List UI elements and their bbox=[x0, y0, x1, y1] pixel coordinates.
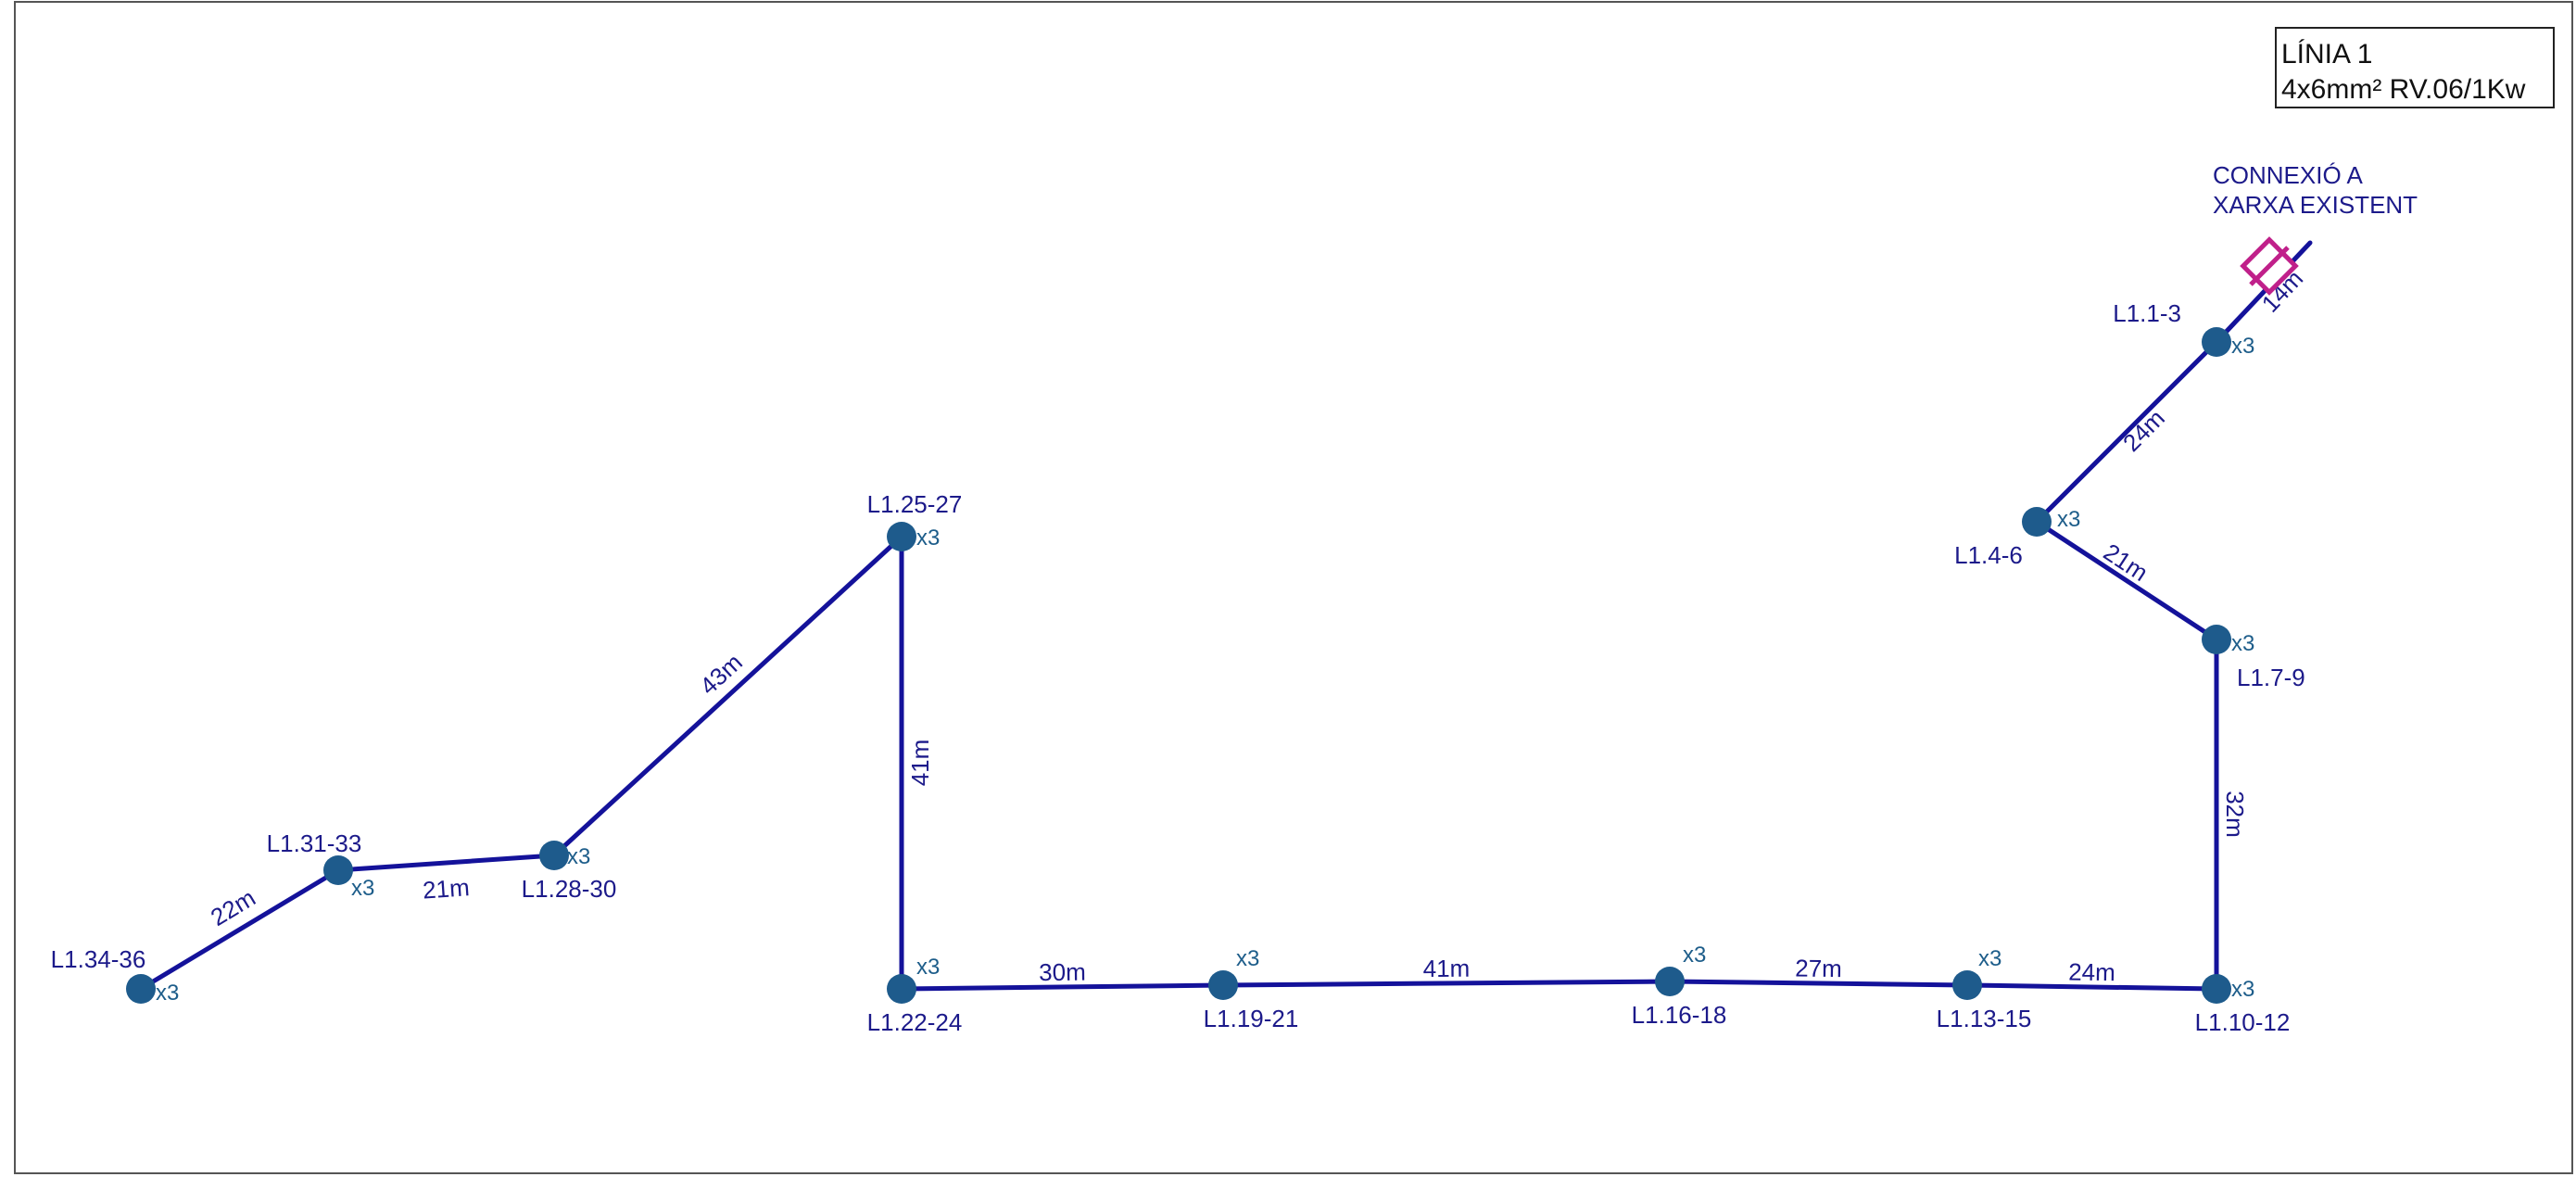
node-multiplier: x3 bbox=[567, 844, 590, 869]
segment-length-label: 32m bbox=[2221, 791, 2249, 838]
cable-segment bbox=[899, 982, 1226, 992]
luminaire-node bbox=[1655, 967, 1685, 996]
nodes-layer: L1.1-3 x3 L1.4-6 x3 L1.7-9 x3 L1.10-12 x3 L1.13-… bbox=[51, 299, 2305, 1036]
drawing-frame bbox=[14, 1, 2573, 1174]
node-label: L1.7-9 bbox=[2237, 664, 2305, 691]
luminaire-node bbox=[1208, 970, 1238, 1000]
node-multiplier: x3 bbox=[1683, 943, 1706, 968]
cable-segment bbox=[335, 853, 557, 873]
luminaire-node bbox=[1952, 970, 1982, 1000]
luminaire-node bbox=[126, 974, 156, 1004]
connection-label: CONNEXIÓ A XARXA EXISTENT bbox=[2213, 161, 2418, 219]
node-multiplier: x3 bbox=[2057, 507, 2080, 532]
luminaire-node bbox=[2202, 625, 2231, 654]
node-label: L1.16-18 bbox=[1632, 1001, 1727, 1029]
luminaire-node bbox=[887, 522, 916, 551]
cable-segment bbox=[2034, 519, 2219, 642]
node-label: L1.31-33 bbox=[267, 829, 362, 857]
node-label: L1.25-27 bbox=[867, 490, 963, 518]
segment-length-label: 43m bbox=[694, 648, 748, 700]
cable-segment bbox=[2214, 240, 2313, 345]
node-label: L1.19-21 bbox=[1204, 1005, 1299, 1032]
node-multiplier: x3 bbox=[2231, 334, 2254, 359]
legend-border bbox=[2275, 27, 2555, 108]
segment-length-label: 41m bbox=[1423, 955, 1471, 982]
segment-length-label: 24m bbox=[2068, 958, 2115, 987]
luminaire-node bbox=[2202, 327, 2231, 357]
connection-label-line1: CONNEXIÓ A bbox=[2213, 161, 2363, 189]
node-multiplier: x3 bbox=[156, 981, 179, 1006]
luminaire-node bbox=[539, 841, 569, 870]
node-multiplier: x3 bbox=[916, 525, 940, 551]
connection-label-line2: XARXA EXISTENT bbox=[2213, 191, 2418, 219]
legend-cable-spec: 4x6mm² RV.06/1Kw bbox=[2281, 74, 2526, 105]
cable-segment bbox=[2034, 339, 2219, 525]
luminaire-node bbox=[887, 974, 916, 1004]
legend-box: LÍNIA 1 4x6mm² RV.06/1Kw bbox=[2275, 27, 2555, 108]
node-label: L1.13-15 bbox=[1937, 1005, 2032, 1032]
segment-length-label: 30m bbox=[1039, 958, 1086, 987]
legend-title: LÍNIA 1 bbox=[2281, 39, 2372, 70]
node-label: L1.1-3 bbox=[2113, 299, 2181, 327]
node-label: L1.28-30 bbox=[522, 875, 617, 903]
node-multiplier: x3 bbox=[2231, 631, 2254, 656]
cable-segment bbox=[1220, 979, 1673, 988]
luminaire-node bbox=[2022, 507, 2052, 537]
segment-length-label: 41m bbox=[906, 740, 934, 787]
cable-segment bbox=[1667, 979, 1970, 988]
connection-diagonal bbox=[2249, 246, 2290, 286]
node-multiplier: x3 bbox=[916, 955, 940, 980]
node-multiplier: x3 bbox=[1236, 946, 1259, 971]
node-label: L1.22-24 bbox=[867, 1008, 963, 1036]
cable-segment bbox=[138, 867, 341, 992]
node-multiplier: x3 bbox=[351, 876, 374, 901]
node-multiplier: x3 bbox=[1978, 946, 2001, 971]
node-label: L1.4-6 bbox=[1954, 541, 2023, 569]
node-label: L1.10-12 bbox=[2195, 1008, 2291, 1036]
luminaire-node bbox=[323, 855, 353, 885]
cable-segment bbox=[551, 534, 904, 858]
node-label: L1.34-36 bbox=[51, 945, 146, 973]
connector-layer bbox=[2240, 236, 2299, 296]
segment-length-label: 21m bbox=[422, 873, 471, 904]
segment-length-label: 24m bbox=[2117, 404, 2170, 457]
segment-length-label: 27m bbox=[1795, 955, 1842, 983]
node-multiplier: x3 bbox=[2231, 977, 2254, 1002]
cable-segment bbox=[1964, 982, 2219, 992]
luminaire-node bbox=[2202, 974, 2231, 1004]
